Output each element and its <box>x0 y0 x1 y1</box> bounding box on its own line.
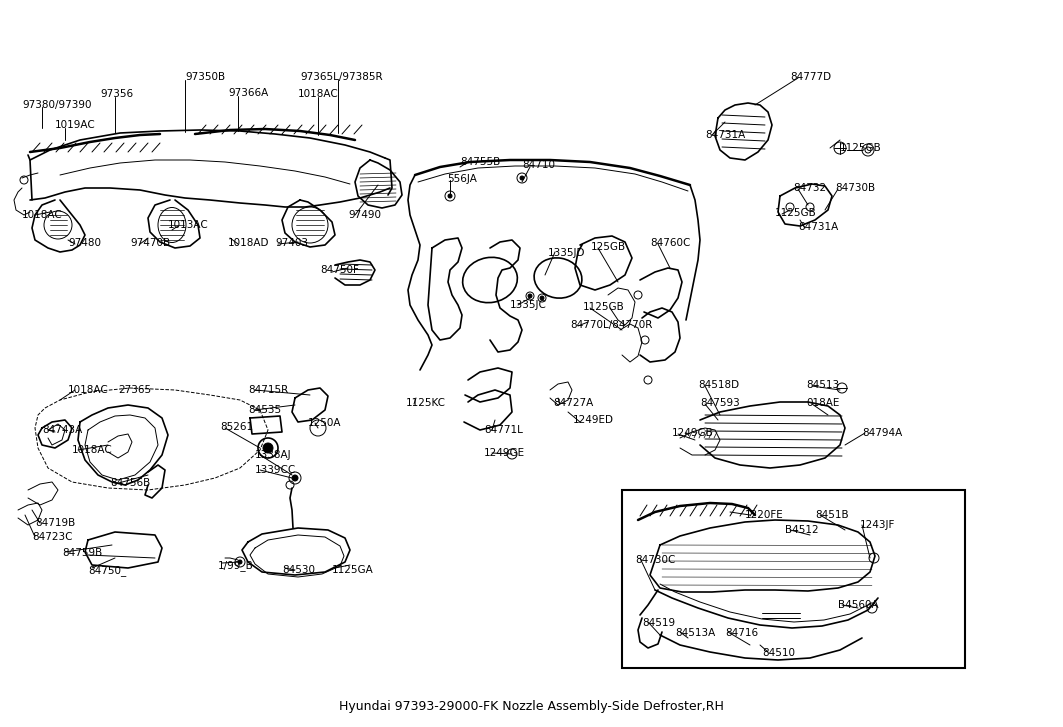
Text: 97403: 97403 <box>275 238 308 248</box>
Text: 1018AC: 1018AC <box>72 445 113 455</box>
Text: 1338AJ: 1338AJ <box>255 450 291 460</box>
Text: 847593: 847593 <box>701 398 740 408</box>
Text: 84513: 84513 <box>806 380 839 390</box>
Text: 84730C: 84730C <box>635 555 675 565</box>
Text: 1125GB: 1125GB <box>775 208 816 218</box>
Text: 1018AC: 1018AC <box>22 210 63 220</box>
Text: 1125GB: 1125GB <box>583 302 625 312</box>
Text: 84727A: 84727A <box>553 398 593 408</box>
Text: 84719B: 84719B <box>35 518 75 528</box>
Text: 1013AC: 1013AC <box>168 220 208 230</box>
Circle shape <box>238 560 242 564</box>
Text: 84760C: 84760C <box>649 238 690 248</box>
Text: 97365L/97385R: 97365L/97385R <box>300 72 383 82</box>
Text: 84756B: 84756B <box>109 478 150 488</box>
Text: 84731A: 84731A <box>798 222 839 232</box>
Text: 84513A: 84513A <box>675 628 715 638</box>
Text: 1243JF: 1243JF <box>860 520 895 530</box>
Circle shape <box>292 475 298 481</box>
Text: 84750_: 84750_ <box>88 565 126 576</box>
Text: B4512: B4512 <box>784 525 819 535</box>
Text: 1339CC: 1339CC <box>255 465 297 475</box>
Text: 84732: 84732 <box>793 183 826 193</box>
Text: 97356: 97356 <box>100 89 133 99</box>
Text: 84777D: 84777D <box>790 72 831 82</box>
Text: 84723C: 84723C <box>32 532 72 542</box>
Bar <box>622 490 965 668</box>
Text: 84518D: 84518D <box>698 380 739 390</box>
Text: 018AE: 018AE <box>806 398 840 408</box>
Text: 97366A: 97366A <box>227 88 268 98</box>
Text: 84710: 84710 <box>522 160 555 170</box>
Text: 1220FE: 1220FE <box>745 510 783 520</box>
Circle shape <box>528 294 532 298</box>
Text: 84750F: 84750F <box>320 265 359 275</box>
Text: 84730B: 84730B <box>836 183 875 193</box>
Text: 1249GE: 1249GE <box>484 448 525 458</box>
Text: 97380/97390: 97380/97390 <box>22 100 91 110</box>
Text: 556JA: 556JA <box>448 174 477 184</box>
Text: 84716: 84716 <box>725 628 758 638</box>
Text: 1019AC: 1019AC <box>55 120 96 130</box>
Text: 1018AC: 1018AC <box>298 89 339 99</box>
Text: 1/99_B: 1/99_B <box>218 560 254 571</box>
Text: 1018AC: 1018AC <box>68 385 108 395</box>
Text: 84755B: 84755B <box>460 157 501 167</box>
Text: 84519: 84519 <box>642 618 675 628</box>
Text: 84530: 84530 <box>282 565 315 575</box>
Text: 97490: 97490 <box>348 210 381 220</box>
Text: 85261: 85261 <box>220 422 253 432</box>
Text: 1250A: 1250A <box>308 418 341 428</box>
Text: 84770L/84770R: 84770L/84770R <box>570 320 653 330</box>
Text: 1125KC: 1125KC <box>406 398 446 408</box>
Circle shape <box>540 296 544 300</box>
Text: 1249GB: 1249GB <box>672 428 713 438</box>
Text: 1125GA: 1125GA <box>332 565 374 575</box>
Circle shape <box>263 443 273 453</box>
Text: 84535: 84535 <box>248 405 281 415</box>
Circle shape <box>448 194 452 198</box>
Text: B4560A: B4560A <box>838 600 879 610</box>
Text: 125GB: 125GB <box>591 242 626 252</box>
Text: 8451B: 8451B <box>815 510 848 520</box>
Text: 1018AD: 1018AD <box>227 238 270 248</box>
Text: 84731A: 84731A <box>705 130 745 140</box>
Text: 1335JC: 1335JC <box>510 300 546 310</box>
Text: 84759B: 84759B <box>62 548 102 558</box>
Text: 84771L: 84771L <box>484 425 523 435</box>
Text: 27365: 27365 <box>118 385 151 395</box>
Text: 97350B: 97350B <box>185 72 225 82</box>
Text: 1335JD: 1335JD <box>549 248 586 258</box>
Text: 1125GB: 1125GB <box>840 143 881 153</box>
Text: 84510: 84510 <box>762 648 795 658</box>
Text: 84743A: 84743A <box>43 425 82 435</box>
Text: 1249ED: 1249ED <box>573 415 614 425</box>
Text: 84794A: 84794A <box>862 428 902 438</box>
Text: 97480: 97480 <box>68 238 101 248</box>
Text: Hyundai 97393-29000-FK Nozzle Assembly-Side Defroster,RH: Hyundai 97393-29000-FK Nozzle Assembly-S… <box>339 700 724 713</box>
Text: 84715R: 84715R <box>248 385 288 395</box>
Circle shape <box>520 176 524 180</box>
Text: 97470B: 97470B <box>130 238 170 248</box>
